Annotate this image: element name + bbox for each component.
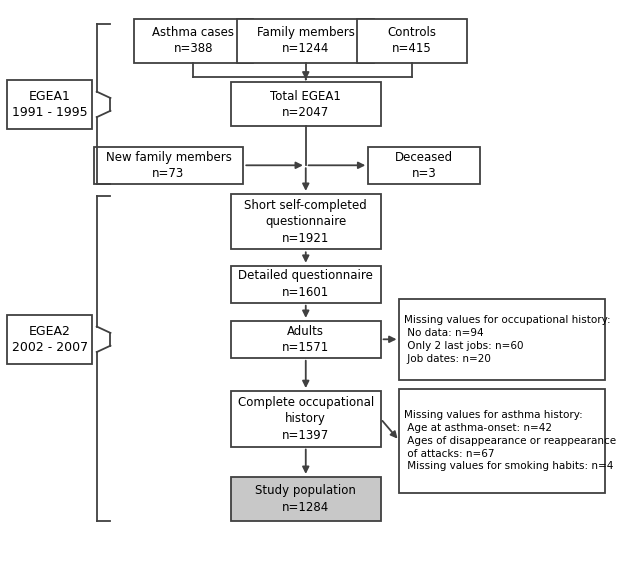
FancyBboxPatch shape [231,391,381,447]
FancyBboxPatch shape [94,147,243,184]
FancyBboxPatch shape [231,82,381,126]
Text: Family members
n=1244: Family members n=1244 [257,26,354,55]
Text: Asthma cases
n=388: Asthma cases n=388 [152,26,235,55]
FancyBboxPatch shape [231,266,381,303]
FancyBboxPatch shape [368,147,480,184]
FancyBboxPatch shape [237,19,374,63]
Text: Detailed questionnaire
n=1601: Detailed questionnaire n=1601 [238,270,373,299]
Text: EGEA1
1991 - 1995: EGEA1 1991 - 1995 [12,90,88,119]
FancyBboxPatch shape [399,389,605,493]
Text: Controls
n=415: Controls n=415 [388,26,436,55]
FancyBboxPatch shape [231,477,381,521]
FancyBboxPatch shape [357,19,467,63]
Text: Adults
n=1571: Adults n=1571 [282,325,329,354]
FancyBboxPatch shape [7,80,92,129]
Text: Complete occupational
history
n=1397: Complete occupational history n=1397 [238,396,374,442]
Text: New family members
n=73: New family members n=73 [105,151,232,180]
Text: Deceased
n=3: Deceased n=3 [395,151,454,180]
Text: Total EGEA1
n=2047: Total EGEA1 n=2047 [270,90,341,119]
Text: Study population
n=1284: Study population n=1284 [255,484,356,513]
Text: Short self-completed
questionnaire
n=1921: Short self-completed questionnaire n=192… [245,198,367,245]
FancyBboxPatch shape [231,194,381,249]
Text: Missing values for occupational history:
 No data: n=94
 Only 2 last jobs: n=60
: Missing values for occupational history:… [404,315,611,364]
FancyBboxPatch shape [134,19,253,63]
FancyBboxPatch shape [399,299,605,380]
FancyBboxPatch shape [231,321,381,358]
Text: Missing values for asthma history:
 Age at asthma-onset: n=42
 Ages of disappear: Missing values for asthma history: Age a… [404,410,617,472]
FancyBboxPatch shape [7,315,92,364]
Text: EGEA2
2002 - 2007: EGEA2 2002 - 2007 [12,325,88,354]
